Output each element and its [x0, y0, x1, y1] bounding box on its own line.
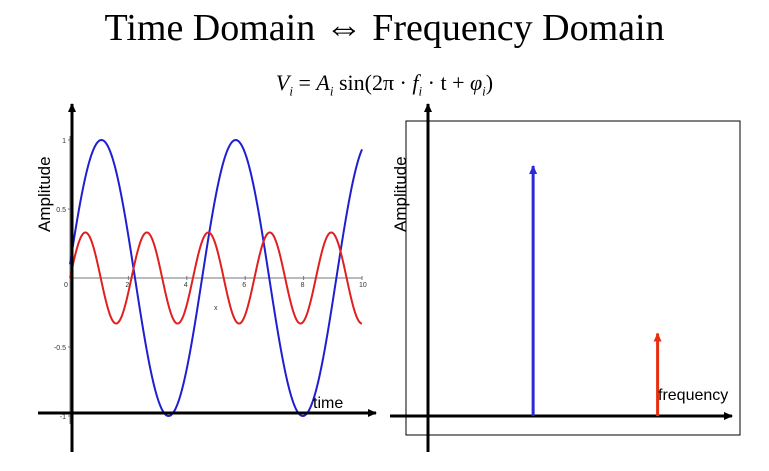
- frequency-y-label: Amplitude: [391, 156, 410, 232]
- formula-phase-sub: i: [482, 83, 486, 99]
- frequency-x-label: frequency: [658, 387, 728, 404]
- page-title: Time Domain ⇔ Frequency Domain: [104, 7, 665, 49]
- frequency-domain-chart: Amplitude frequency: [390, 103, 741, 452]
- time-series-group: [69, 138, 363, 418]
- formula-frequency: f: [412, 70, 419, 95]
- time-x-tick-label: 6: [242, 282, 246, 289]
- time-x-tick-label: 10: [359, 282, 367, 289]
- time-domain-chart: 0 2 4 6 8 10 1 0.5 -0.5 -1 x Amplitude time: [35, 103, 377, 452]
- formula-amplitude: A: [316, 70, 330, 95]
- time-ticks: 0 2 4 6 8 10 1 0.5 -0.5 -1: [54, 138, 367, 421]
- time-x-label: time: [313, 395, 343, 412]
- formula-frequency-sub: i: [418, 83, 423, 99]
- formula-lhs-sub: i: [289, 83, 293, 99]
- formula-close: ): [485, 70, 494, 95]
- frequency-plot-frame: [405, 120, 741, 436]
- time-y-tick-label: -1: [60, 414, 66, 421]
- time-inner-axis-label: x: [214, 305, 218, 312]
- formula-mid: · t +: [422, 70, 470, 95]
- frequency-bars-group: [529, 165, 662, 416]
- time-y-tick-label: 0.5: [56, 207, 66, 214]
- formula-phase: φ: [470, 70, 483, 95]
- formula-sin: sin(2π ·: [333, 70, 413, 95]
- time-y-tick-label: -0.5: [54, 345, 66, 352]
- time-y-tick-label: 1: [62, 138, 66, 145]
- time-x-tick-label: 0: [64, 282, 68, 289]
- formula-lhs: V: [275, 70, 290, 95]
- time-series-line-2: [69, 231, 363, 325]
- formula-amplitude-sub: i: [329, 83, 334, 99]
- time-x-tick-label: 2: [125, 282, 129, 289]
- sine-formula: Vi = Ai sin(2π · fi · t + φi): [0, 70, 769, 99]
- time-y-label: Amplitude: [35, 156, 54, 232]
- time-series-line-1: [69, 138, 363, 418]
- formula-equals: =: [292, 70, 317, 95]
- time-x-tick-label: 8: [301, 282, 305, 289]
- time-x-tick-label: 4: [184, 282, 188, 289]
